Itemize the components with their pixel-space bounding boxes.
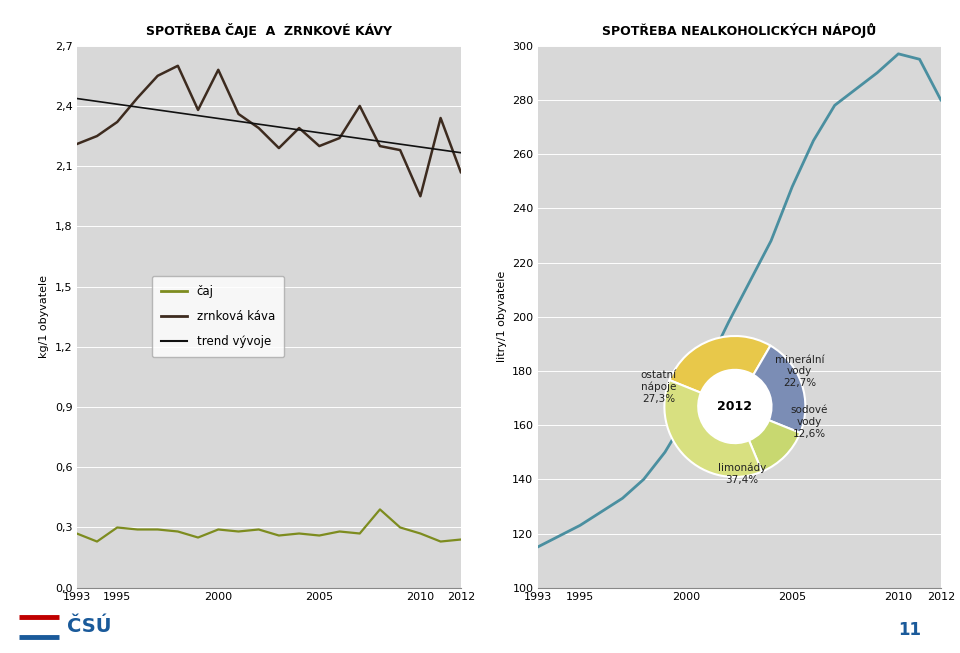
Title: SPOTŘEBA ČAJE  A  ZRNKOVÉ KÁVY: SPOTŘEBA ČAJE A ZRNKOVÉ KÁVY (146, 23, 392, 38)
Y-axis label: litry/1 obyvatele: litry/1 obyvatele (496, 271, 507, 362)
Circle shape (698, 370, 772, 443)
Title: SPOTŘEBA NEALKOHOLICKÝCH NÁPOJŮ: SPOTŘEBA NEALKOHOLICKÝCH NÁPOJŮ (602, 23, 876, 38)
Wedge shape (669, 336, 771, 392)
Legend: čaj, zrnková káva, trend vývoje: čaj, zrnková káva, trend vývoje (152, 276, 284, 357)
Wedge shape (754, 345, 805, 433)
Wedge shape (664, 380, 762, 477)
Wedge shape (749, 421, 801, 471)
Text: minerální
vody
22,7%: minerální vody 22,7% (775, 355, 825, 388)
Text: ostatní
nápoje
27,3%: ostatní nápoje 27,3% (640, 370, 677, 404)
Text: 2012: 2012 (717, 400, 753, 413)
Text: ČSÚ: ČSÚ (66, 617, 111, 637)
Y-axis label: kg/1 obyvatele: kg/1 obyvatele (39, 275, 49, 358)
Text: sodové
vody
12,6%: sodové vody 12,6% (790, 406, 828, 439)
Text: 11: 11 (899, 620, 922, 639)
Text: limonády
37,4%: limonády 37,4% (718, 462, 766, 485)
